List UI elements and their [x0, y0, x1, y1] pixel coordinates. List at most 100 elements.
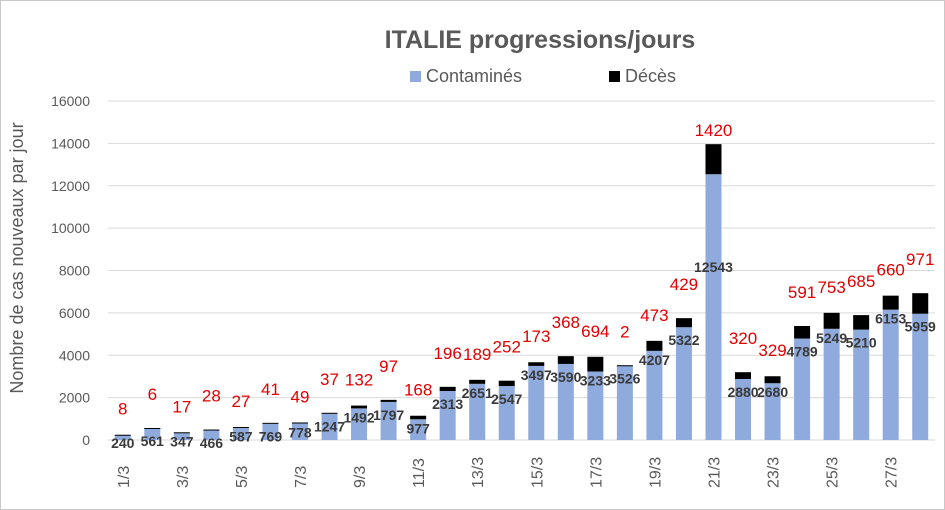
case-value-label: 5959	[905, 319, 936, 335]
case-value-label: 5210	[846, 335, 877, 351]
bar-contamines	[173, 432, 190, 440]
case-value-label: 2547	[491, 391, 522, 407]
bar-deces	[794, 326, 811, 339]
death-value-label: 6	[148, 385, 157, 404]
grid	[108, 100, 935, 441]
x-tick-label: 3/3	[175, 466, 192, 488]
y-tick-label: 8000	[59, 263, 90, 279]
legend-label-deces: Décès	[625, 66, 676, 86]
bar-contamines	[616, 365, 633, 440]
y-axis-ticks: 0 2000 4000 6000 8000 10000 12000 14000 16000	[51, 93, 90, 448]
legend-swatch-deces	[609, 71, 620, 82]
y-tick-label: 16000	[51, 93, 90, 109]
death-value-label: 660	[877, 261, 905, 280]
case-value-label: 3497	[521, 367, 552, 383]
bar-deces	[528, 362, 545, 366]
death-value-label: 132	[345, 371, 373, 390]
bar-contamines	[380, 401, 397, 440]
case-value-label: 347	[170, 434, 194, 450]
death-value-label: 27	[231, 392, 250, 411]
bar-contamines	[646, 350, 663, 440]
x-tick-label: 13/3	[470, 457, 487, 488]
death-value-label: 429	[670, 275, 698, 294]
bar-deces	[203, 429, 220, 431]
death-value-label: 173	[522, 327, 550, 346]
case-value-label: 240	[111, 435, 135, 451]
death-value-label: 8	[118, 400, 127, 419]
case-value-label: 5249	[816, 330, 847, 346]
case-value-label: 587	[229, 429, 253, 445]
data-labels: 240 561 347 466 587 769 778 1247149217979772313…	[111, 121, 936, 451]
y-tick-label: 0	[82, 432, 90, 448]
case-value-label: 3233	[580, 373, 611, 389]
bar-deces	[587, 356, 604, 372]
death-value-label: 320	[729, 329, 757, 348]
death-value-label: 329	[758, 341, 786, 360]
bar-contamines	[469, 383, 486, 440]
death-value-label: 685	[847, 272, 875, 291]
chart-title: ITALIE progressions/jours	[385, 26, 696, 54]
death-value-label: 189	[463, 345, 491, 364]
bar-contamines	[794, 338, 811, 440]
death-value-label: 97	[379, 357, 398, 376]
case-value-label: 466	[200, 435, 224, 451]
x-tick-label: 17/3	[588, 457, 605, 488]
y-tick-label: 12000	[51, 178, 90, 194]
case-value-label: 2880	[727, 384, 758, 400]
bar-contamines	[853, 329, 870, 440]
bar-deces	[882, 295, 899, 310]
death-value-label: 17	[172, 397, 191, 416]
case-value-label: 1797	[373, 407, 404, 423]
bar-contamines	[882, 309, 899, 440]
death-value-label: 28	[202, 387, 221, 406]
death-value-label: 49	[291, 387, 310, 406]
bar-contamines	[351, 408, 368, 440]
case-value-label: 3526	[609, 370, 640, 386]
death-value-label: 1420	[695, 121, 733, 140]
bar-contamines	[735, 378, 752, 440]
case-value-label: 769	[259, 429, 283, 445]
case-value-label: 3590	[550, 369, 581, 385]
bar-contamines	[823, 328, 840, 440]
death-value-label: 41	[261, 380, 280, 399]
death-value-label: 196	[433, 344, 461, 363]
death-value-label: 753	[817, 278, 845, 297]
case-value-label: 4207	[639, 352, 670, 368]
bar-deces	[469, 379, 486, 384]
bar-deces	[823, 312, 840, 329]
bar-contamines	[498, 386, 515, 440]
x-tick-label: 19/3	[647, 457, 664, 488]
y-axis-label: Nombre de cas nouveaux par jour	[7, 122, 27, 393]
death-value-label: 252	[493, 338, 521, 357]
x-tick-label: 27/3	[884, 457, 901, 488]
bar-deces	[232, 426, 249, 428]
bar-contamines	[912, 313, 929, 440]
bar-deces	[173, 432, 190, 434]
bar-deces	[853, 315, 870, 330]
bar-contamines	[764, 383, 781, 440]
x-tick-label: 11/3	[411, 458, 428, 488]
bar-deces	[291, 422, 308, 424]
bar-contamines	[439, 390, 456, 440]
case-value-label: 2680	[757, 384, 788, 400]
bar-contamines	[705, 174, 722, 441]
bar-contamines	[262, 423, 279, 440]
bar-deces	[616, 365, 633, 367]
death-value-label: 37	[320, 370, 339, 389]
x-tick-label: 25/3	[825, 457, 842, 488]
y-tick-label: 14000	[51, 135, 90, 151]
bar-contamines	[528, 365, 545, 440]
case-value-label: 561	[141, 433, 165, 449]
y-tick-label: 2000	[59, 390, 90, 406]
bar-deces	[912, 293, 929, 314]
legend: Contaminés Décès	[410, 66, 676, 86]
case-value-label: 977	[406, 420, 430, 436]
bar-contamines	[232, 427, 249, 440]
case-value-label: 1247	[314, 419, 345, 435]
x-tick-label: 21/3	[706, 457, 723, 488]
case-value-label: 6153	[875, 311, 906, 327]
x-tick-label: 7/3	[293, 466, 310, 488]
death-value-label: 368	[552, 313, 580, 332]
bar-deces	[705, 144, 722, 175]
